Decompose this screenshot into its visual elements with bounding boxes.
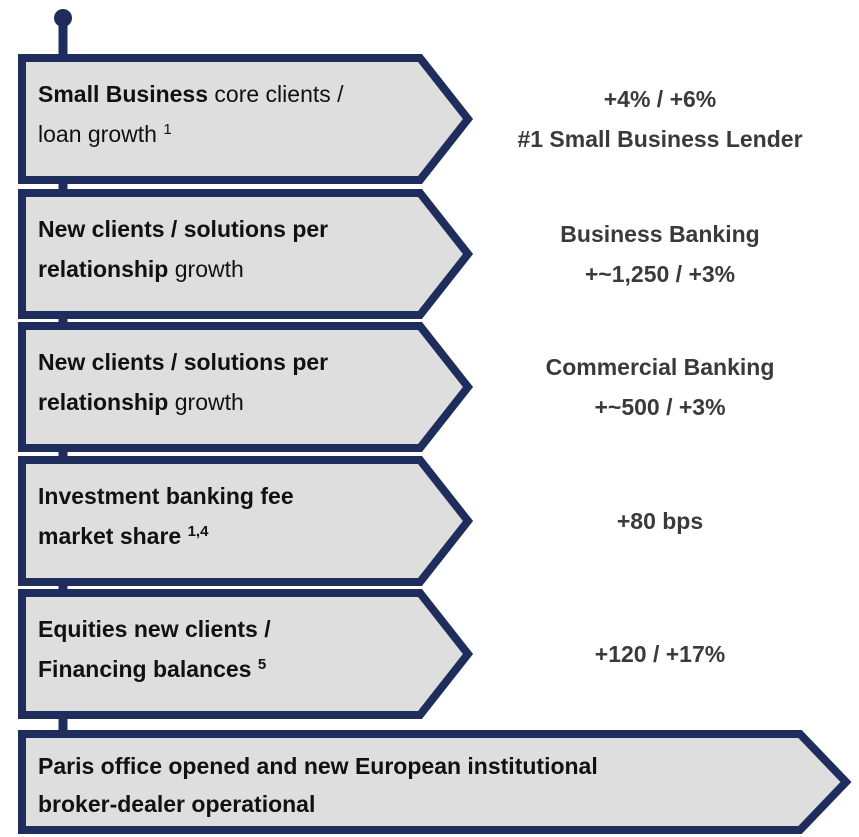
step-label: relationship growth <box>38 389 244 415</box>
label-segment: 5 <box>258 656 266 673</box>
label-segment: Small Business <box>38 81 208 107</box>
label-segment: relationship <box>38 389 168 415</box>
step-label: relationship growth <box>38 256 244 282</box>
step-label: Investment banking fee <box>38 483 294 509</box>
arrow-box <box>18 189 474 319</box>
label-segment: market share <box>38 523 188 549</box>
arrow-box <box>18 322 474 452</box>
step-result: +120 / +17% <box>595 641 725 667</box>
step-label: Paris office opened and new European ins… <box>38 753 598 779</box>
label-segment: growth <box>168 389 243 415</box>
label-segment: 1,4 <box>188 523 210 540</box>
step-result: #1 Small Business Lender <box>517 126 802 152</box>
label-segment: New clients / solutions per <box>38 349 328 375</box>
step-label: New clients / solutions per <box>38 216 328 242</box>
label-segment: 1 <box>163 121 171 138</box>
step-result: +4% / +6% <box>604 86 717 112</box>
label-segment: Equities new clients / <box>38 616 271 642</box>
label-segment: core clients / <box>208 81 344 107</box>
step-label: Financing balances 5 <box>38 656 266 683</box>
step-label: Equities new clients / <box>38 616 271 642</box>
arrow-box <box>18 589 474 719</box>
step-label: broker-dealer operational <box>38 791 315 817</box>
step-result: Business Banking <box>560 221 759 247</box>
step-label: market share 1,4 <box>38 523 209 550</box>
label-segment: Financing balances <box>38 656 258 682</box>
step-label: Small Business core clients / <box>38 81 344 107</box>
arrow-box <box>18 456 474 586</box>
label-segment: growth <box>168 256 243 282</box>
label-segment: Paris office opened and new European ins… <box>38 753 598 779</box>
step-result: +80 bps <box>617 508 703 534</box>
arrow-box <box>18 730 852 834</box>
step-result: +~1,250 / +3% <box>585 261 735 287</box>
label-segment: broker-dealer operational <box>38 791 315 817</box>
step-label: New clients / solutions per <box>38 349 328 375</box>
label-segment: relationship <box>38 256 168 282</box>
step-result: +~500 / +3% <box>594 394 725 420</box>
arrow-box <box>18 54 474 184</box>
label-segment: loan growth <box>38 121 163 147</box>
label-segment: Investment banking fee <box>38 483 294 509</box>
step-label: loan growth 1 <box>38 121 172 148</box>
step-result: Commercial Banking <box>546 354 775 380</box>
timeline-dot <box>54 9 72 27</box>
label-segment: New clients / solutions per <box>38 216 328 242</box>
